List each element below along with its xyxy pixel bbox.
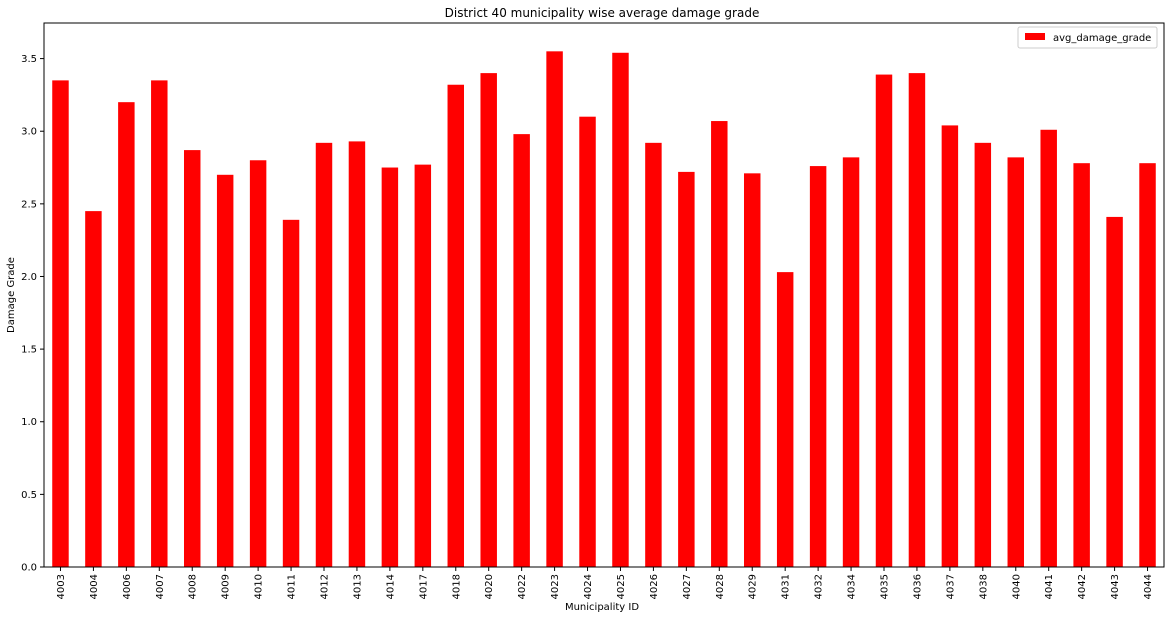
x-tick-label: 4017 xyxy=(418,574,429,599)
bar-4014 xyxy=(381,167,399,567)
x-tick-label: 4032 xyxy=(814,574,825,599)
x-tick-label: 4008 xyxy=(188,574,199,599)
bar-4017 xyxy=(414,164,432,567)
bar-4032 xyxy=(809,166,827,567)
bar-4024 xyxy=(579,116,596,567)
x-tick-label: 4022 xyxy=(517,574,528,599)
bar-4034 xyxy=(842,157,860,567)
bar-4037 xyxy=(941,125,959,567)
x-tick-label: 4013 xyxy=(352,574,363,599)
bar-4031 xyxy=(776,272,794,567)
x-tick-label: 4042 xyxy=(1077,574,1088,599)
x-tick-label: 4028 xyxy=(715,574,726,599)
x-tick-label: 4029 xyxy=(748,574,759,599)
bar-4042 xyxy=(1073,163,1090,567)
legend-swatch xyxy=(1025,33,1045,40)
x-tick-label: 4040 xyxy=(1011,574,1022,599)
y-tick-label: 2.5 xyxy=(21,199,37,210)
x-tick-label: 4035 xyxy=(880,574,891,599)
y-tick-label: 2.0 xyxy=(21,272,37,283)
bar-4008 xyxy=(184,150,201,567)
x-tick-label: 4003 xyxy=(56,574,67,599)
bar-4040 xyxy=(1007,157,1024,567)
x-tick-label: 4037 xyxy=(945,574,956,599)
x-tick-label: 4023 xyxy=(550,574,561,599)
x-tick-label: 4038 xyxy=(978,574,989,599)
plot-frame xyxy=(43,22,1165,568)
y-tick-label: 0.0 xyxy=(21,563,37,574)
bar-4036 xyxy=(908,73,926,568)
bar-4027 xyxy=(678,171,695,567)
x-tick-label: 4004 xyxy=(89,574,100,599)
x-axis-label: Municipality ID xyxy=(565,602,639,613)
bar-4035 xyxy=(875,74,893,567)
x-tick-label: 4009 xyxy=(221,574,232,599)
chart-title: District 40 municipality wise average da… xyxy=(445,6,760,20)
y-tick-label: 1.5 xyxy=(21,345,37,356)
bar-4013 xyxy=(348,141,366,567)
legend-label: avg_damage_grade xyxy=(1053,33,1151,44)
bar-4022 xyxy=(513,134,530,567)
bar-4012 xyxy=(315,142,333,567)
x-tick-label: 4044 xyxy=(1143,574,1154,599)
y-tick-label: 3.0 xyxy=(21,127,37,138)
bar-4010 xyxy=(249,160,267,567)
x-tick-label: 4014 xyxy=(385,574,396,599)
y-tick-label: 0.5 xyxy=(21,490,37,501)
bar-4007 xyxy=(151,80,168,567)
x-tick-label: 4031 xyxy=(781,574,792,599)
x-tick-label: 4034 xyxy=(847,574,858,599)
x-tick-label: 4027 xyxy=(682,574,693,599)
x-tick-label: 4026 xyxy=(649,574,660,599)
y-axis-label: Damage Grade xyxy=(6,257,17,333)
y-tick-label: 3.5 xyxy=(21,54,37,65)
bar-4025 xyxy=(612,52,629,567)
bar-4020 xyxy=(480,73,497,568)
x-tick-label: 4011 xyxy=(287,574,298,599)
plot-area xyxy=(43,22,1165,568)
x-tick-label: 4041 xyxy=(1044,574,1055,599)
x-axis: 4003 4004 4006 4007 4008 4009 4010 4011 4012 4013… xyxy=(56,567,1154,599)
bar-4029 xyxy=(744,173,761,567)
y-axis: 0.0 0.5 1.0 1.5 2.0 2.5 3.0 3.5 xyxy=(21,54,44,574)
x-tick-label: 4006 xyxy=(122,574,133,599)
bar-4009 xyxy=(216,174,234,568)
x-tick-label: 4007 xyxy=(155,574,166,599)
x-tick-label: 4018 xyxy=(451,574,462,599)
bar-4041 xyxy=(1040,129,1057,567)
legend: avg_damage_grade xyxy=(1017,26,1158,49)
bar-4018 xyxy=(447,84,464,568)
bar-4028 xyxy=(711,121,728,568)
x-tick-label: 4024 xyxy=(583,574,594,599)
y-tick-label: 1.0 xyxy=(21,417,37,428)
bar-4023 xyxy=(546,51,563,567)
x-tick-label: 4025 xyxy=(616,574,627,599)
legend-box xyxy=(1017,26,1158,49)
bar-4003 xyxy=(52,80,69,567)
bar-4038 xyxy=(974,142,992,567)
bar-4004 xyxy=(85,211,102,568)
bar-4006 xyxy=(118,102,135,568)
bar-4043 xyxy=(1106,216,1123,568)
x-tick-label: 4036 xyxy=(912,574,923,599)
x-tick-label: 4043 xyxy=(1110,574,1121,599)
x-tick-label: 4020 xyxy=(484,574,495,599)
bar-4026 xyxy=(645,142,662,567)
bar-4011 xyxy=(282,219,300,567)
x-tick-label: 4012 xyxy=(320,574,331,599)
x-tick-label: 4010 xyxy=(254,574,265,599)
bar-4044 xyxy=(1139,163,1156,567)
